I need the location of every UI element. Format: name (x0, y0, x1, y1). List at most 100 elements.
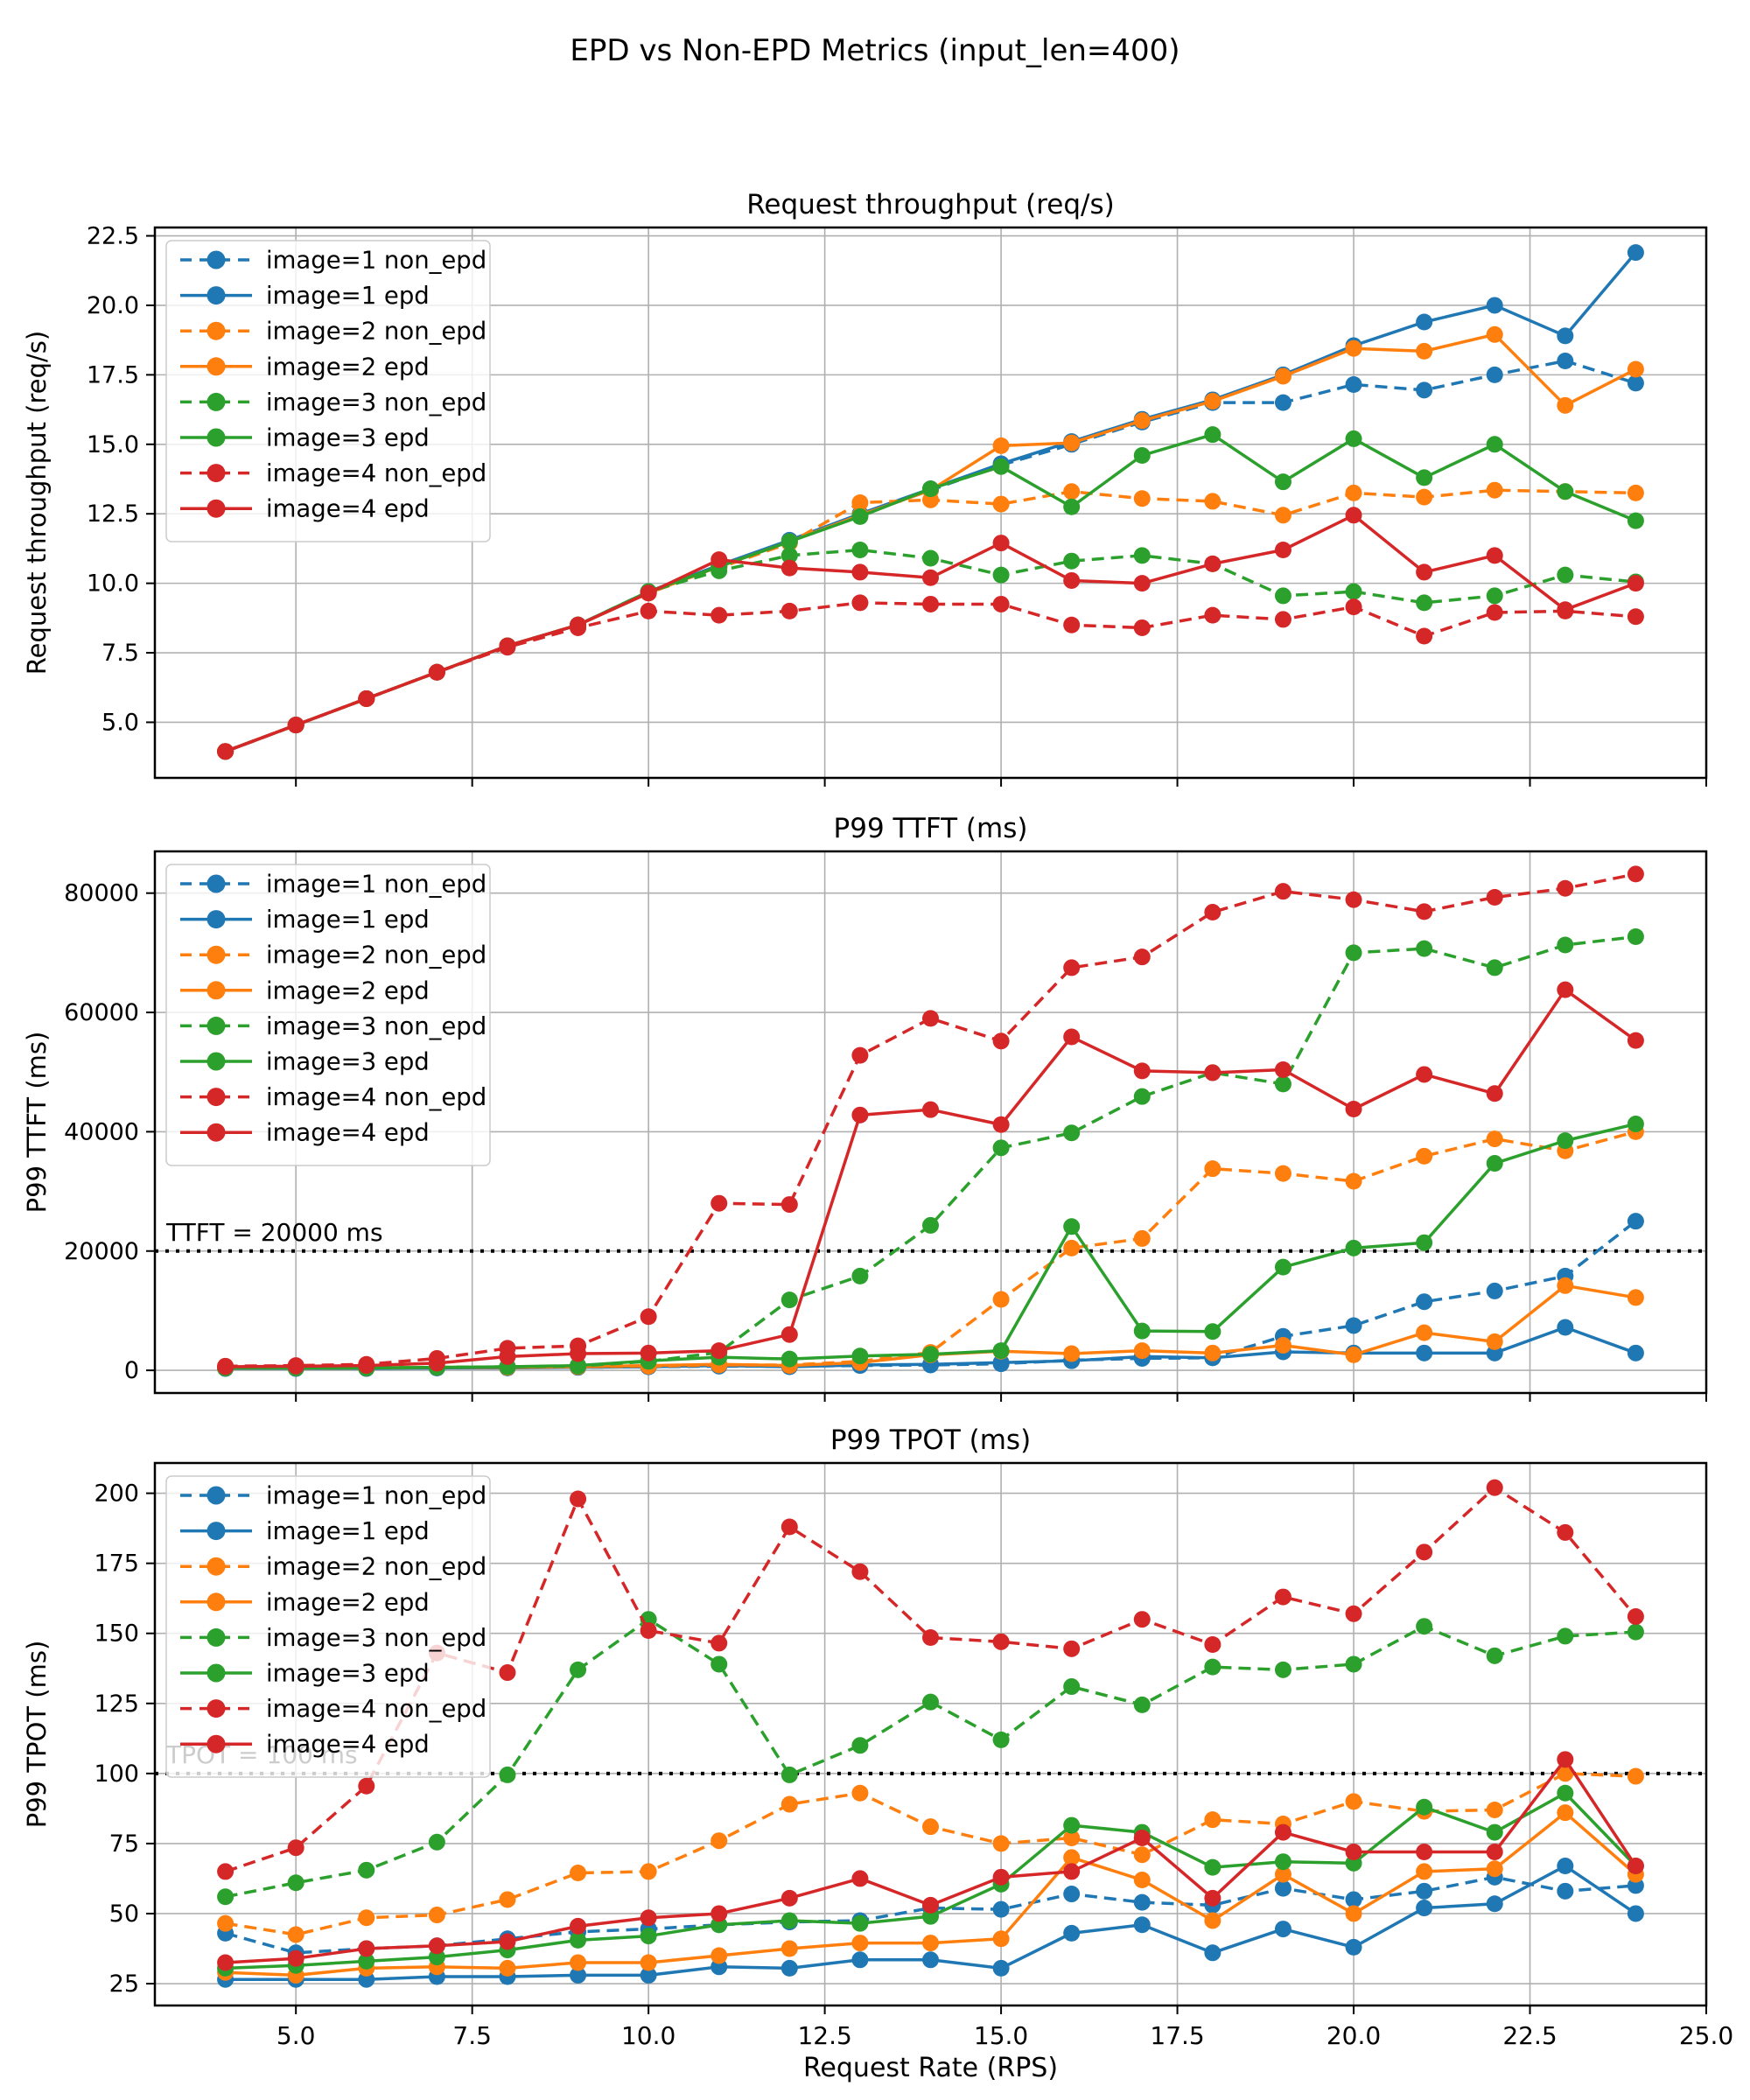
data-point (1345, 507, 1362, 524)
y-tick-label: 0 (124, 1357, 139, 1384)
data-point (287, 717, 304, 734)
data-point (1627, 1116, 1644, 1133)
legend-swatch-marker (206, 1016, 226, 1035)
data-point (992, 1959, 1010, 1977)
data-point (1345, 484, 1362, 501)
data-point (851, 1914, 869, 1932)
data-point (287, 1357, 304, 1375)
data-point (1063, 571, 1081, 589)
y-tick-label: 125 (94, 1690, 139, 1718)
legend-label: image=4 non_epd (266, 1083, 486, 1111)
data-point (287, 1874, 304, 1892)
data-point (1274, 1866, 1292, 1883)
data-point (1416, 1900, 1433, 1917)
data-point (1557, 981, 1574, 998)
legend-label: image=3 epd (266, 1048, 430, 1076)
legend-entry: image=2 non_epd (180, 318, 486, 346)
data-point (570, 1966, 587, 1984)
data-point (1416, 313, 1433, 331)
data-point (1274, 1075, 1292, 1093)
data-point (992, 1900, 1010, 1918)
data-point (1274, 542, 1292, 559)
data-point (851, 1784, 869, 1802)
data-point (710, 1905, 728, 1922)
data-point (1627, 575, 1644, 592)
data-point (780, 1766, 798, 1783)
data-point (1627, 360, 1644, 378)
legend-entry: image=3 epd (180, 424, 430, 452)
data-point (1204, 606, 1222, 624)
legend-swatch-marker (206, 1052, 226, 1071)
legend-label: image=1 non_epd (266, 1482, 486, 1510)
legend-swatch-marker (206, 428, 226, 447)
data-point (428, 1937, 445, 1955)
data-point (922, 1101, 939, 1118)
data-point (287, 1839, 304, 1857)
legend-entry: image=1 non_epd (180, 247, 486, 275)
data-point (1133, 1829, 1151, 1846)
data-point (1416, 342, 1433, 360)
data-point (640, 1954, 657, 1971)
data-point (570, 1661, 587, 1678)
data-point (1345, 1656, 1362, 1673)
data-point (1274, 1824, 1292, 1841)
legend-label: image=1 non_epd (266, 247, 486, 275)
legend-entry: image=1 epd (180, 906, 430, 934)
data-point (922, 1935, 939, 1952)
data-point (1345, 1101, 1362, 1118)
x-tick-label: 20.0 (1326, 2021, 1381, 2050)
data-point (1557, 1765, 1574, 1782)
data-point (1063, 498, 1081, 515)
data-point (287, 1950, 304, 1967)
data-point (1063, 959, 1081, 976)
series-image-4-non-epd (217, 1479, 1644, 1880)
data-point (1627, 1623, 1644, 1641)
data-point (428, 663, 445, 681)
data-point (1416, 1234, 1433, 1251)
data-point (992, 1930, 1010, 1948)
data-point (992, 437, 1010, 454)
data-point (1557, 352, 1574, 369)
data-point (1204, 393, 1222, 410)
legend-entry: image=4 epd (180, 1731, 430, 1759)
data-point (1204, 555, 1222, 572)
data-point (1133, 1872, 1151, 1889)
y-axis-title: P99 TTFT (ms) (22, 1032, 52, 1214)
data-point (710, 1194, 728, 1212)
data-point (570, 1345, 587, 1362)
data-point (1345, 375, 1362, 393)
data-point (1627, 1289, 1644, 1306)
series-image-1-epd (217, 1858, 1644, 1988)
legend-swatch-marker (206, 981, 226, 1000)
legend-label: image=3 epd (266, 424, 430, 452)
data-point (1627, 1905, 1644, 1922)
data-point (710, 1947, 728, 1964)
legend-swatch-marker (206, 321, 226, 340)
data-point (358, 1777, 375, 1795)
data-point (1486, 1479, 1503, 1496)
data-point (1416, 488, 1433, 506)
legend-entry: image=2 epd (180, 1588, 430, 1616)
data-point (358, 690, 375, 707)
data-point (851, 594, 869, 612)
series-line (225, 1758, 1637, 1964)
data-point (1345, 1239, 1362, 1256)
data-point (1204, 1658, 1222, 1676)
data-point (570, 1357, 587, 1375)
subplot-title: Request throughput (req/s) (746, 189, 1115, 220)
y-tick-label: 50 (109, 1900, 139, 1928)
data-point (780, 1292, 798, 1309)
data-point (640, 1344, 657, 1362)
data-point (1063, 1849, 1081, 1866)
data-point (1345, 1605, 1362, 1622)
data-point (1486, 481, 1503, 499)
legend-swatch-marker (206, 1628, 226, 1647)
data-point (1345, 1317, 1362, 1334)
data-point (1274, 1880, 1292, 1897)
data-point (640, 1928, 657, 1945)
data-point (1063, 1124, 1081, 1142)
data-point (1204, 493, 1222, 510)
data-point (780, 1912, 798, 1929)
subplot-p99-ttft-ms-: TTFT = 20000 ms 0 20000 40000 60000 80000 P99 … (22, 813, 1708, 1402)
data-point (1627, 244, 1644, 262)
